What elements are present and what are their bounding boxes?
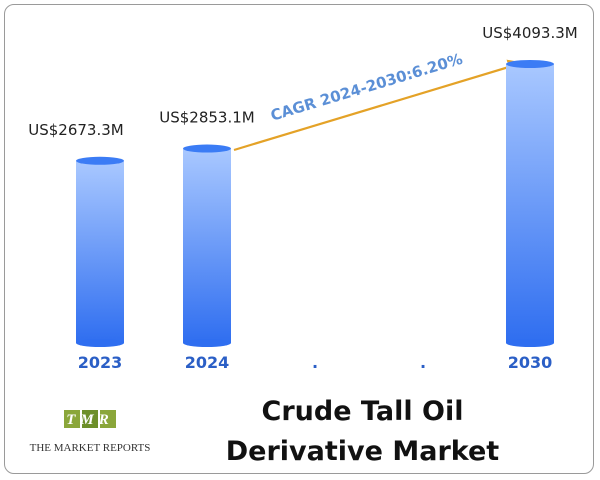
cagr-arrow [233, 59, 524, 152]
x-tick-label: 2024 [185, 353, 230, 372]
bar-base [183, 339, 231, 347]
value-label: US$2853.1M [159, 109, 254, 127]
x-tick-label: 2030 [508, 353, 553, 372]
bar-top [183, 144, 231, 153]
logo-name: THE MARKET REPORTS [30, 442, 151, 454]
x-tick-label: . [420, 353, 426, 372]
chart-title: Crude Tall Oil Derivative Market [225, 396, 500, 467]
bar-base [76, 339, 124, 347]
logo-mark: TMR [66, 412, 114, 428]
logo-box [82, 410, 98, 428]
logo: TMR THE MARKET REPORTS [30, 410, 151, 454]
bar [506, 64, 554, 343]
bar-top [76, 156, 124, 165]
cagr-label: CAGR 2024-2030:6.20% [268, 50, 464, 125]
value-label: US$2673.3M [28, 121, 123, 139]
bar [183, 148, 231, 343]
x-tick-label: . [312, 353, 318, 372]
bar [76, 160, 124, 343]
logo-box [100, 410, 116, 428]
frame [4, 4, 594, 474]
bar-base [506, 339, 554, 347]
x-tick-label: 2023 [78, 353, 123, 372]
logo-box [64, 410, 80, 428]
value-label: US$4093.3M [482, 24, 577, 42]
bar-top [506, 60, 554, 68]
